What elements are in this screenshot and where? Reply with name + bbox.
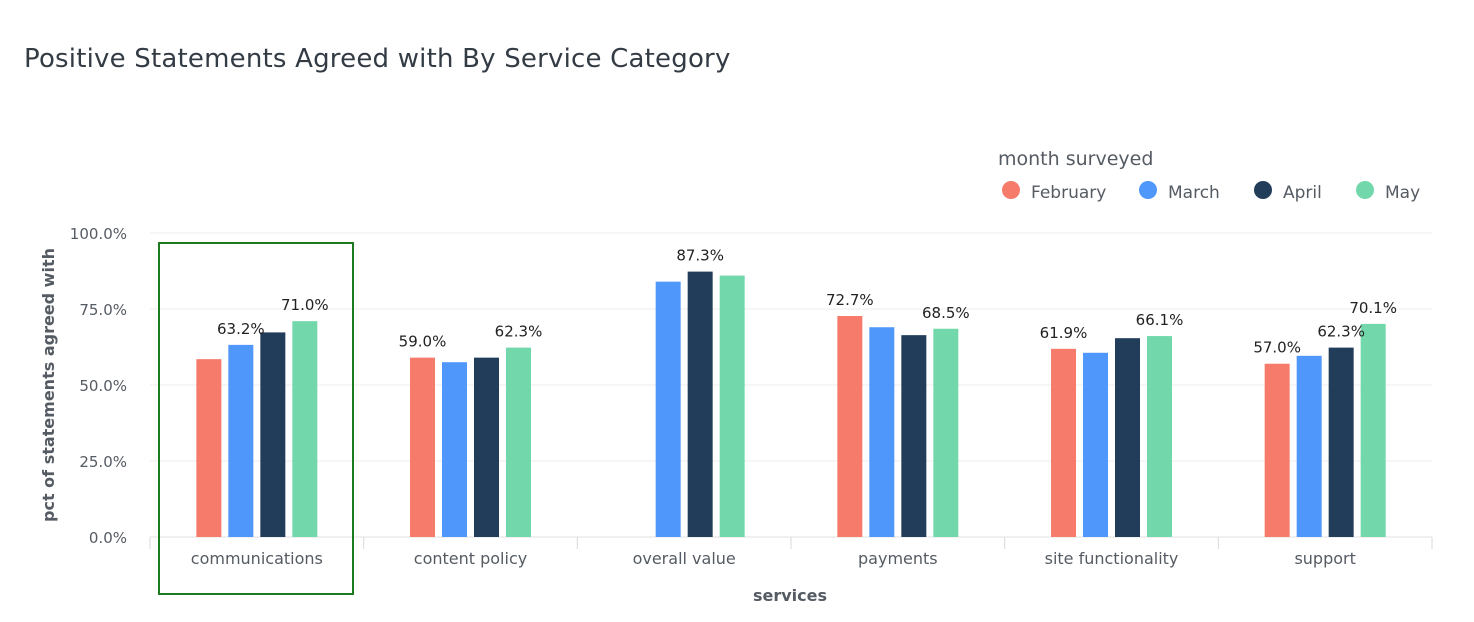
legend-title: month surveyed	[998, 148, 1153, 170]
bar-march	[228, 344, 254, 537]
bar-march	[869, 327, 895, 537]
data-label: 61.9%	[1040, 324, 1088, 342]
bar-april	[687, 271, 713, 537]
x-tick-label: overall value	[633, 549, 736, 568]
data-label: 71.0%	[281, 296, 329, 314]
legend-swatch-may	[1356, 181, 1374, 199]
bar-may	[1147, 336, 1172, 537]
bar-march	[1296, 355, 1322, 537]
chart-title: Positive Statements Agreed with By Servi…	[24, 44, 731, 74]
bar-february	[1051, 348, 1076, 537]
highlight-box	[158, 242, 354, 595]
data-label: 59.0%	[399, 333, 447, 351]
bar-may	[506, 347, 531, 537]
data-label: 87.3%	[676, 247, 724, 265]
legend-label-april: April	[1283, 183, 1322, 203]
y-tick-label: 25.0%	[79, 453, 127, 471]
y-tick-label: 75.0%	[79, 301, 127, 319]
bar-april	[474, 357, 499, 537]
bar-may	[933, 328, 959, 537]
x-tick-label: payments	[858, 549, 938, 568]
bar-february	[410, 357, 435, 537]
bar-april	[1328, 347, 1354, 537]
bar-february	[837, 315, 863, 537]
legend-swatch-april	[1254, 181, 1272, 199]
data-labels: 63.2% 71.0% 59.0% 62.3% 87.3% 72.7% 68.5% 61.9%…	[217, 247, 1397, 357]
bar-april	[260, 332, 286, 537]
highlight-box	[158, 242, 354, 595]
bar-may	[1360, 323, 1386, 537]
bar-april	[901, 335, 927, 537]
legend-label-may: May	[1385, 183, 1420, 203]
x-axis: communications content policy overall valu…	[149, 537, 1433, 605]
y-axis-title: pct of statements agreed with	[39, 248, 58, 522]
legend-swatch-february	[1002, 181, 1020, 199]
legend-label-february: February	[1031, 183, 1106, 203]
x-tick-label: site functionality	[1045, 549, 1179, 568]
data-label: 62.3%	[1317, 323, 1365, 341]
x-tick-label: support	[1294, 549, 1355, 568]
y-tick-label: 0.0%	[89, 529, 127, 547]
bar-april	[1115, 338, 1140, 537]
legend-swatch-march	[1139, 181, 1157, 199]
data-label: 57.0%	[1253, 339, 1301, 357]
bar-february	[1264, 363, 1290, 537]
data-label: 62.3%	[495, 323, 543, 341]
x-axis-title: services	[753, 586, 827, 605]
bar-march	[655, 281, 681, 537]
x-tick-label: communications	[191, 549, 323, 568]
data-label: 72.7%	[826, 291, 874, 309]
x-tick-label: content policy	[414, 549, 527, 568]
y-tick-label: 50.0%	[79, 377, 127, 395]
bar-may	[719, 275, 745, 537]
data-label: 68.5%	[922, 304, 970, 322]
legend: month surveyed February March April May	[998, 148, 1420, 203]
data-label: 70.1%	[1349, 299, 1397, 317]
data-label: 66.1%	[1136, 311, 1184, 329]
bar-may	[292, 321, 318, 537]
bar-march	[1083, 352, 1108, 537]
y-tick-label: 100.0%	[70, 225, 127, 243]
legend-label-march: March	[1168, 183, 1220, 203]
bars	[196, 271, 1386, 537]
bar-march	[442, 362, 467, 537]
y-axis: 0.0% 25.0% 50.0% 75.0% 100.0% pct of statemen…	[39, 225, 127, 547]
bar-february	[196, 359, 222, 537]
gridlines	[150, 232, 1432, 538]
data-label: 63.2%	[217, 320, 265, 338]
